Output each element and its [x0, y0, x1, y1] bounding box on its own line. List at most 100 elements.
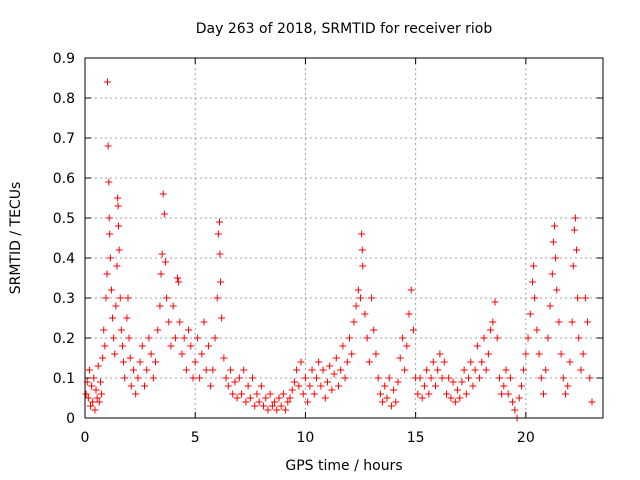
data-point [134, 374, 142, 382]
data-point [147, 350, 155, 358]
data-point [266, 390, 274, 398]
data-point [493, 334, 501, 342]
data-point [379, 398, 387, 406]
data-point [98, 390, 106, 398]
y-tick-label: 0.2 [53, 331, 75, 347]
y-tick-label: 0.4 [53, 251, 75, 267]
data-point [442, 390, 450, 398]
data-point [251, 402, 259, 410]
data-point [416, 374, 424, 382]
data-point [407, 286, 415, 294]
data-point [546, 302, 554, 310]
data-point [235, 374, 243, 382]
data-point [156, 302, 164, 310]
data-point [158, 250, 166, 258]
data-points [82, 78, 596, 422]
data-point [121, 374, 129, 382]
data-point [339, 342, 347, 350]
data-point [396, 354, 404, 362]
data-point [111, 350, 119, 358]
data-point [104, 142, 112, 150]
data-point [409, 326, 417, 334]
data-point [113, 262, 121, 270]
x-tick-label: 5 [191, 430, 200, 446]
grid-lines [85, 58, 603, 418]
data-point [484, 350, 492, 358]
data-point [535, 350, 543, 358]
data-point [279, 390, 287, 398]
data-point [187, 342, 195, 350]
data-point [451, 398, 459, 406]
data-point [539, 390, 547, 398]
data-point [301, 374, 309, 382]
data-point [101, 342, 109, 350]
data-point [99, 354, 107, 362]
data-point [103, 78, 111, 86]
data-point [117, 326, 125, 334]
data-point [552, 254, 560, 262]
data-point [506, 374, 514, 382]
data-point [381, 382, 389, 390]
data-point [207, 382, 215, 390]
y-tick-label: 0.5 [53, 211, 75, 227]
data-point [297, 358, 305, 366]
data-point [229, 390, 237, 398]
data-point [90, 374, 98, 382]
data-point [586, 374, 594, 382]
data-point [354, 286, 362, 294]
data-point [180, 334, 188, 342]
data-point [522, 350, 530, 358]
data-point [566, 358, 574, 366]
data-point [551, 222, 559, 230]
data-point [500, 382, 508, 390]
data-point [478, 358, 486, 366]
data-point [454, 386, 462, 394]
data-point [214, 230, 222, 238]
data-point [562, 390, 570, 398]
data-point [398, 334, 406, 342]
x-tick-label: 15 [407, 430, 425, 446]
data-point [271, 398, 279, 406]
data-point [357, 294, 365, 302]
chart-title: Day 263 of 2018, SRMTID for receiver rio… [196, 21, 493, 37]
data-point [127, 382, 135, 390]
data-point [295, 382, 303, 390]
data-point [374, 374, 382, 382]
data-point [123, 314, 131, 322]
data-point [337, 366, 345, 374]
y-tick-label: 0.6 [53, 171, 75, 187]
data-point [498, 390, 506, 398]
data-point [175, 278, 183, 286]
data-point [157, 270, 165, 278]
data-point [165, 318, 173, 326]
data-point [152, 358, 160, 366]
data-point [161, 258, 169, 266]
data-point [568, 318, 576, 326]
data-point [167, 342, 175, 350]
data-point [548, 270, 556, 278]
data-point [530, 262, 538, 270]
data-point [87, 402, 95, 410]
data-point [418, 394, 426, 402]
data-point [348, 350, 356, 358]
data-point [537, 374, 545, 382]
data-point [542, 366, 550, 374]
data-point [109, 314, 117, 322]
data-point [392, 398, 400, 406]
data-point [471, 366, 479, 374]
data-point [154, 326, 162, 334]
data-point [517, 382, 525, 390]
x-axis-label: GPS time / hours [285, 458, 402, 474]
data-point [290, 378, 298, 386]
data-point [124, 294, 132, 302]
data-point [401, 366, 409, 374]
data-point [509, 398, 517, 406]
data-point [193, 334, 201, 342]
data-point [495, 374, 503, 382]
data-point [163, 294, 171, 302]
data-point [218, 314, 226, 322]
data-point [332, 354, 340, 362]
data-point [555, 318, 563, 326]
data-point [169, 302, 177, 310]
data-point [115, 222, 123, 230]
